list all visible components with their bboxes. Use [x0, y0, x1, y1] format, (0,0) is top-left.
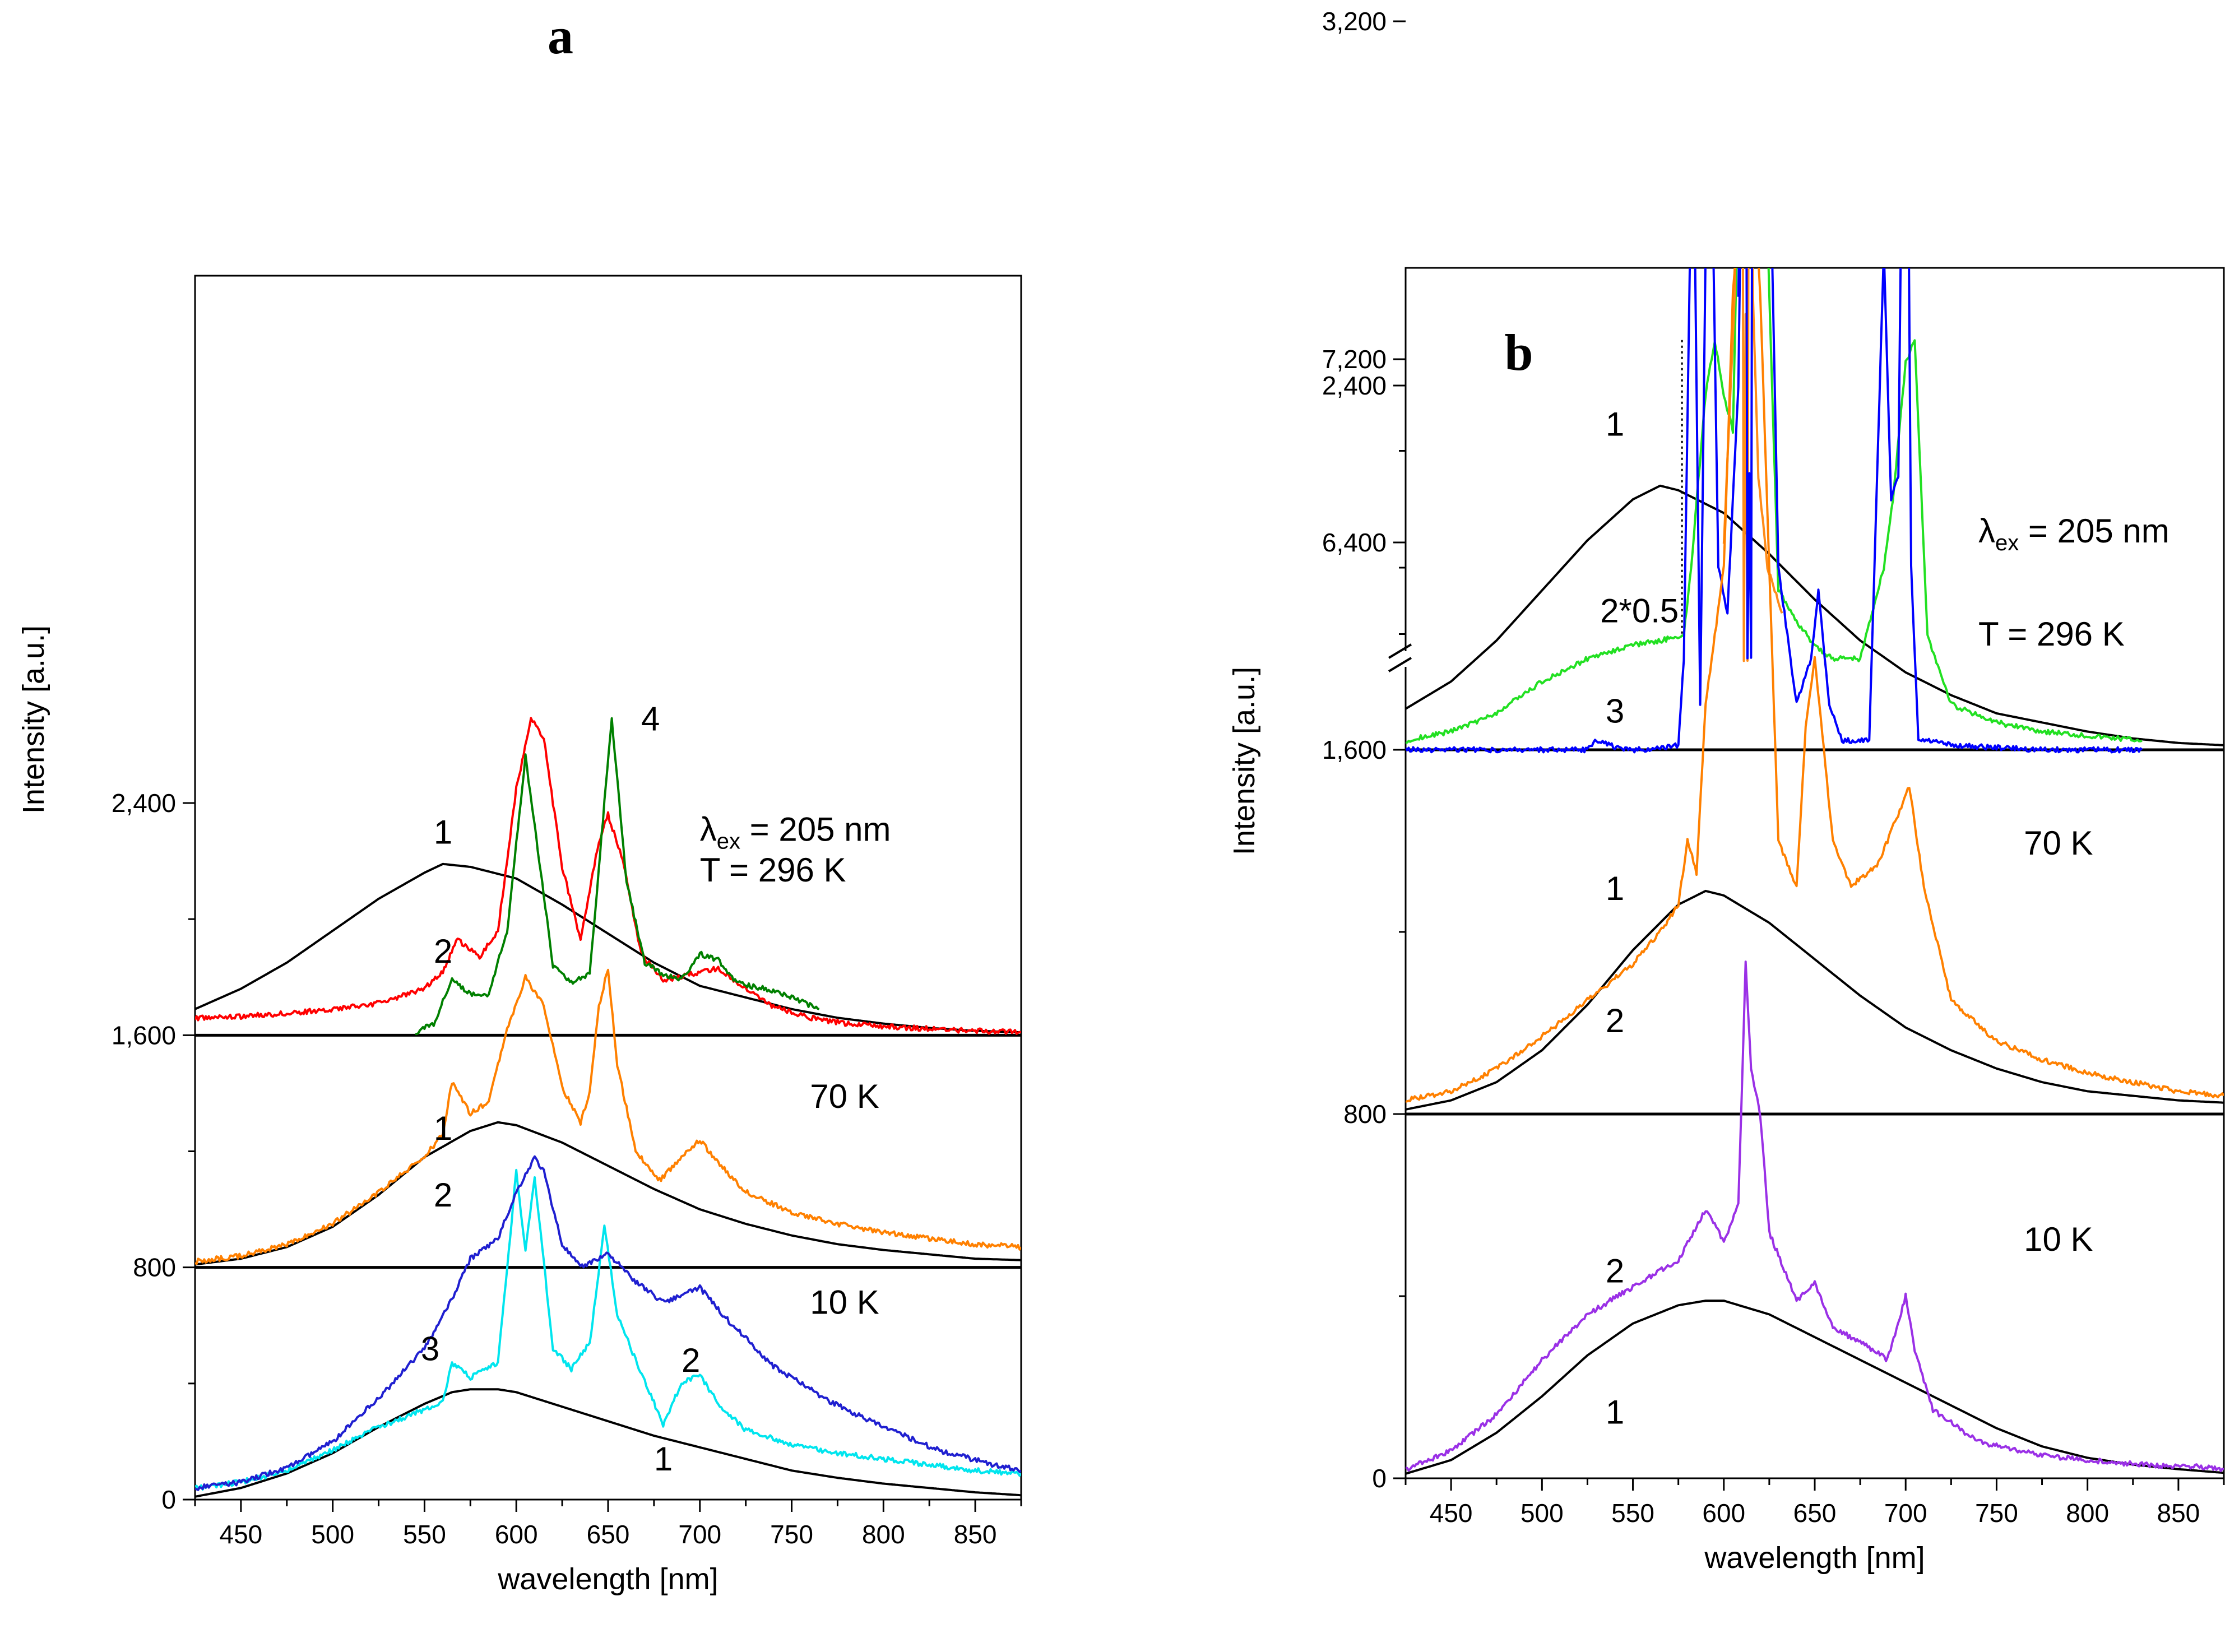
annotation-b-l1-mid: 1	[1606, 870, 1624, 907]
annotation-lambda: λex = 205 nm	[700, 810, 891, 853]
series-a296_1	[195, 862, 1021, 1034]
series-b10_2	[1406, 960, 2224, 1472]
y-tick-label: 6,400	[1322, 528, 1387, 557]
y-tick-label: 2,400	[112, 788, 176, 818]
x-tick-label: 850	[2157, 1498, 2200, 1528]
panel-a: a 450 500 550 600 650 700 750 800 850 0 800 1,600 2,4…	[17, 7, 1022, 1596]
x-tick-label: 700	[1884, 1498, 1927, 1528]
x-tick-label: 700	[678, 1520, 721, 1549]
annotation-b-l2-mid: 2	[1606, 1002, 1624, 1040]
y-tick-label: 2,400	[1322, 371, 1387, 400]
annotation-symbol: λ	[1978, 512, 1995, 550]
x-tick-label: 650	[587, 1520, 630, 1549]
x-tick-label: 800	[862, 1520, 905, 1549]
series-a70_2	[195, 968, 1021, 1265]
panel-letter-b: b	[1504, 324, 1533, 381]
annotation-lambda: λex = 205 nm	[1978, 512, 2170, 555]
annotation-temp70: 70 K	[2024, 824, 2093, 862]
axis-break-mark	[1388, 657, 1412, 672]
x-tick-label: 600	[495, 1520, 538, 1549]
annotation-subscript: ex	[717, 829, 740, 853]
y-tick-label: 0	[1372, 1464, 1387, 1493]
y-tick-label: 7,200	[1322, 345, 1387, 374]
x-tick-label: 850	[954, 1520, 997, 1549]
annotation-a-l2-low: 2	[682, 1342, 700, 1379]
x-axis-title: wavelength [nm]	[497, 1562, 718, 1596]
series-b10_1	[1406, 1300, 2224, 1475]
x-tick-label: 750	[770, 1520, 813, 1549]
annotation-b-l1-top: 1	[1606, 405, 1624, 443]
series-b296_3	[1406, 268, 2143, 754]
x-tick-label: 600	[1702, 1498, 1745, 1528]
panel-letter-a: a	[548, 7, 573, 64]
plot-frame-a	[194, 275, 1022, 1501]
x-tick-label: 750	[1975, 1498, 2018, 1528]
annotation-temp10: 10 K	[2024, 1221, 2093, 1258]
annotation-a-l1-top: 1	[434, 814, 452, 851]
y-axis-title: Intensity [a.u.]	[17, 625, 50, 814]
annotation-rest: = 205 nm	[2019, 512, 2170, 550]
annotation-a-l2-mid: 2	[434, 1176, 452, 1214]
y-tick-label: 1,600	[112, 1020, 176, 1050]
series-b296_peak3	[1737, 268, 1753, 660]
series-group-b	[1406, 268, 2224, 1475]
series-a10_2	[195, 1168, 1021, 1491]
y-tick-label: 0	[161, 1485, 176, 1514]
series-a10_1	[195, 1388, 1021, 1498]
annotation-temp296: T = 296 K	[700, 851, 846, 889]
annotation-temp70: 70 K	[810, 1078, 879, 1115]
series-a296_2	[195, 717, 1021, 1035]
panel-b: b 450 500 550 600 650 700 750 800 850 0 800 1,600 2,4…	[1227, 7, 2225, 1575]
x-tick-label: 800	[2066, 1498, 2109, 1528]
y-tick-label: 3,200	[1322, 7, 1387, 36]
x-tick-label: 450	[1430, 1498, 1473, 1528]
annotation-b-l1-low: 1	[1606, 1394, 1624, 1431]
series-b296_2	[1406, 268, 2143, 744]
series-b70_1	[1406, 889, 2224, 1111]
annotation-a-l1-mid: 1	[434, 1110, 452, 1147]
x-tick-label: 500	[1521, 1498, 1564, 1528]
annotation-a-l3: 3	[421, 1330, 439, 1367]
x-tick-label: 500	[311, 1520, 354, 1549]
annotation-b-l3: 3	[1606, 692, 1624, 730]
annotation-a-l4: 4	[641, 700, 660, 738]
annotation-b-l205: 2*0.5	[1600, 592, 1679, 630]
x-tick-label: 550	[1611, 1498, 1654, 1528]
annotation-a-l2-top: 2	[434, 932, 452, 970]
x-tick-label: 550	[403, 1520, 446, 1549]
annotation-a-l1-low: 1	[654, 1440, 673, 1478]
annotation-rest: = 205 nm	[740, 810, 891, 848]
annotation-temp10: 10 K	[810, 1284, 879, 1321]
y-axis-title: Intensity [a.u.]	[1227, 667, 1261, 855]
series-group-a	[195, 717, 1021, 1498]
axis-break-mark	[1388, 643, 1412, 659]
annotation-temp296: T = 296 K	[1978, 615, 2125, 653]
annotation-symbol: λ	[700, 810, 717, 848]
y-tick-label: 800	[1343, 1099, 1387, 1129]
y-tick-label: 1,600	[1322, 735, 1387, 764]
y-tick-label: 800	[133, 1253, 176, 1282]
series-b296_1	[1406, 484, 2224, 746]
x-tick-label: 450	[220, 1520, 263, 1549]
annotation-b-l2-low: 2	[1606, 1252, 1624, 1290]
plot-frame-b	[1404, 267, 2225, 1479]
annotation-subscript: ex	[1995, 531, 2019, 555]
x-tick-label: 650	[1793, 1498, 1837, 1528]
series-a10_3	[195, 1155, 1021, 1491]
series-b296_peak	[1722, 268, 1783, 662]
series-a70_1	[195, 1121, 1021, 1266]
series-b70_2	[1406, 268, 2224, 1103]
series-a296_4	[415, 717, 820, 1036]
x-axis-title: wavelength [nm]	[1704, 1541, 1925, 1575]
